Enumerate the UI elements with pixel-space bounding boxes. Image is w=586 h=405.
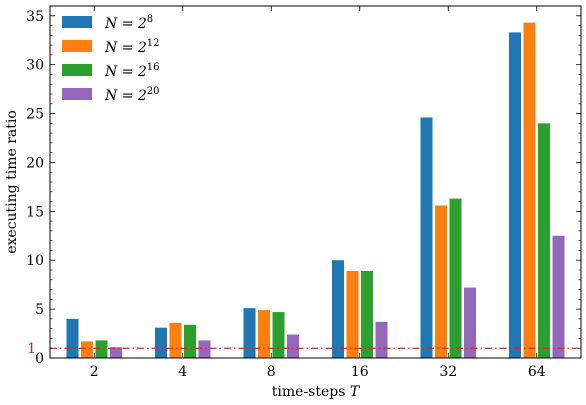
bar-2-32 xyxy=(435,205,447,358)
y-tick-label-20: 20 xyxy=(26,155,44,171)
bar-2-16 xyxy=(346,270,359,358)
bar-2-2 xyxy=(81,341,93,358)
bar-1-2 xyxy=(66,318,79,358)
y-tick-label-25: 25 xyxy=(26,107,44,123)
y-tick-label-15: 15 xyxy=(26,204,44,220)
y-tick-label-30: 30 xyxy=(26,58,44,74)
bar-3-4 xyxy=(184,324,196,358)
plot-frame xyxy=(49,5,582,359)
bar-1-4 xyxy=(155,327,167,358)
legend-swatch-3 xyxy=(62,64,92,76)
bar-1-16 xyxy=(332,260,344,358)
bar-2-64 xyxy=(523,22,536,359)
legend-swatch-4 xyxy=(62,88,92,100)
bar-3-8 xyxy=(272,312,285,358)
x-tick-label-2: 2 xyxy=(90,364,99,380)
bar-3-16 xyxy=(361,270,373,358)
bar-4-8 xyxy=(287,334,299,358)
bar-1-32 xyxy=(420,117,433,358)
y-tick-label-35: 35 xyxy=(26,9,44,25)
legend-swatch-2 xyxy=(62,40,92,52)
x-tick-label-64: 64 xyxy=(528,364,546,380)
bar-3-64 xyxy=(538,123,550,358)
y-tick-label-5: 5 xyxy=(35,302,44,318)
legend: N = 28 N = 212 N = 216 N = 220 xyxy=(62,14,160,104)
x-axis-label: time-steps T xyxy=(272,384,361,400)
legend-label-3: N = 216 xyxy=(104,62,160,80)
y-axis-label: executing time ratio xyxy=(4,110,20,254)
ticks-layer: 0 5 10 15 20 25 30 35 1 2 4 8 16 32 64 xyxy=(26,5,581,380)
bar-1-64 xyxy=(509,32,521,359)
y-tick-label-10: 10 xyxy=(26,253,44,269)
bar-3-32 xyxy=(449,198,462,358)
bar-4-32 xyxy=(464,287,476,358)
bars-layer xyxy=(66,22,565,359)
x-tick-label-16: 16 xyxy=(351,364,369,380)
bar-4-2 xyxy=(110,347,122,358)
bar-3-2 xyxy=(95,340,108,358)
legend-label-1: N = 28 xyxy=(104,14,153,32)
bar-4-64 xyxy=(552,235,565,358)
legend-label-2: N = 212 xyxy=(104,38,160,56)
bar-4-4 xyxy=(198,340,211,358)
legend-swatch-1 xyxy=(62,16,92,28)
x-tick-label-32: 32 xyxy=(439,364,457,380)
bar-2-8 xyxy=(258,310,270,358)
bar-2-4 xyxy=(169,322,182,358)
bar-4-16 xyxy=(375,321,388,358)
x-tick-label-8: 8 xyxy=(267,364,276,380)
y-tick-label-0: 0 xyxy=(35,351,44,367)
reference-line-label: 1 xyxy=(27,341,36,357)
legend-label-4: N = 220 xyxy=(104,86,160,104)
bar-1-8 xyxy=(243,308,256,358)
x-tick-label-4: 4 xyxy=(178,364,187,380)
